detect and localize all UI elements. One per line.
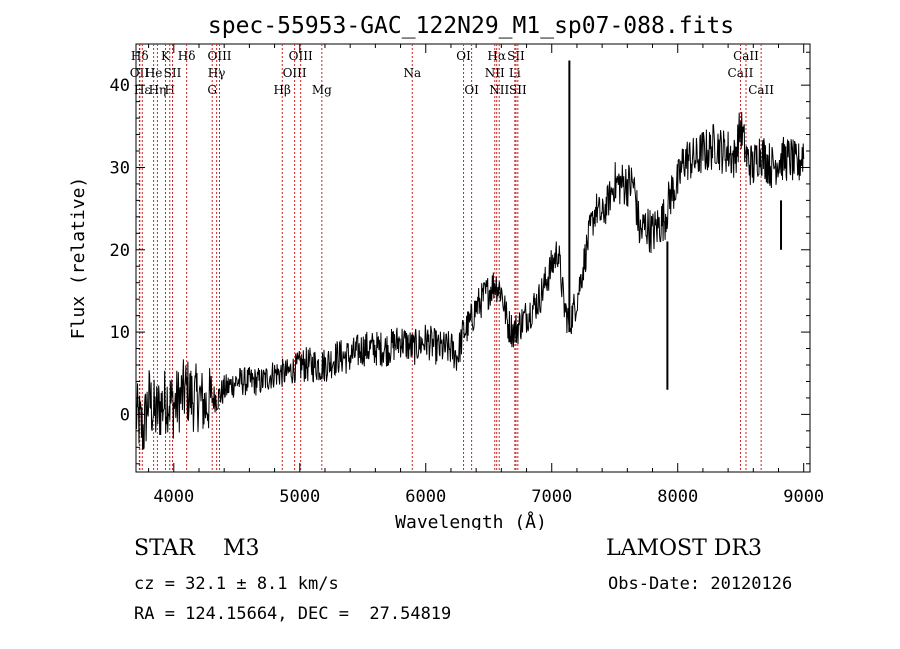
line-label: Hβ bbox=[274, 83, 291, 97]
x-tick-label: 6000 bbox=[405, 487, 446, 507]
line-label: G bbox=[207, 83, 217, 97]
x-axis-label: Wavelength (Å) bbox=[395, 511, 547, 530]
line-label: SII bbox=[164, 66, 182, 80]
flux-series-line bbox=[135, 111, 805, 450]
observation-date: Obs-Date: 20120126 bbox=[608, 574, 793, 594]
y-tick-label: 0 bbox=[120, 405, 130, 425]
line-label: CaII bbox=[748, 83, 774, 97]
line-markers: HδOIIHεHeHηKHSIIHδGHγOIIIHβOIIIOIIIMgNaO… bbox=[130, 44, 774, 472]
line-label: NII bbox=[485, 66, 505, 80]
line-label: OI bbox=[456, 49, 471, 63]
line-label: NII bbox=[489, 83, 509, 97]
coordinates: RA = 124.15664, DEC = 27.54819 bbox=[134, 604, 452, 624]
line-label: OIII bbox=[289, 49, 313, 63]
line-label: Li bbox=[509, 66, 521, 80]
axis-ticks: 4000 5000 6000 7000 8000 9000 0 10 20 30 40 bbox=[110, 44, 824, 507]
x-tick-label: 8000 bbox=[657, 487, 698, 507]
x-tick-label: 7000 bbox=[531, 487, 572, 507]
line-label: Hδ bbox=[178, 49, 196, 63]
x-tick-label: 5000 bbox=[279, 487, 320, 507]
line-label: CaII bbox=[728, 66, 754, 80]
x-tick-label: 9000 bbox=[783, 487, 824, 507]
line-label: Hη bbox=[149, 83, 167, 97]
line-label: OIII bbox=[207, 49, 231, 63]
line-label: Hα bbox=[487, 49, 506, 63]
line-label: SII bbox=[507, 49, 525, 63]
chart-title: spec-55953-GAC_122N29_M1_sp07-088.fits bbox=[208, 13, 734, 39]
line-label: H bbox=[165, 83, 175, 97]
line-label: OII bbox=[130, 66, 150, 80]
y-tick-label: 10 bbox=[110, 323, 130, 343]
x-tick-label: 4000 bbox=[153, 487, 194, 507]
spectrum-plot: spec-55953-GAC_122N29_M1_sp07-088.fits H… bbox=[68, 13, 824, 530]
line-label: OI bbox=[464, 83, 479, 97]
line-label: K bbox=[161, 49, 171, 63]
line-label: CaII bbox=[733, 49, 759, 63]
line-label: OIII bbox=[283, 66, 307, 80]
y-tick-label: 20 bbox=[110, 241, 130, 261]
star-classification: STAR M3 bbox=[134, 536, 260, 561]
y-tick-label: 40 bbox=[110, 76, 130, 96]
redshift-velocity: cz = 32.1 ± 8.1 km/s bbox=[134, 574, 339, 594]
line-label: Na bbox=[403, 66, 421, 80]
line-label: Hγ bbox=[208, 66, 226, 80]
series-group bbox=[135, 60, 805, 450]
y-axis-label: Flux (relative) bbox=[68, 177, 89, 340]
survey-name: LAMOST DR3 bbox=[606, 536, 762, 561]
y-tick-label: 30 bbox=[110, 158, 130, 178]
line-label: Mg bbox=[312, 83, 332, 97]
line-label: Hε bbox=[134, 83, 151, 97]
line-label: He bbox=[145, 66, 163, 80]
plot-frame bbox=[135, 43, 811, 473]
line-label: SII bbox=[509, 83, 527, 97]
